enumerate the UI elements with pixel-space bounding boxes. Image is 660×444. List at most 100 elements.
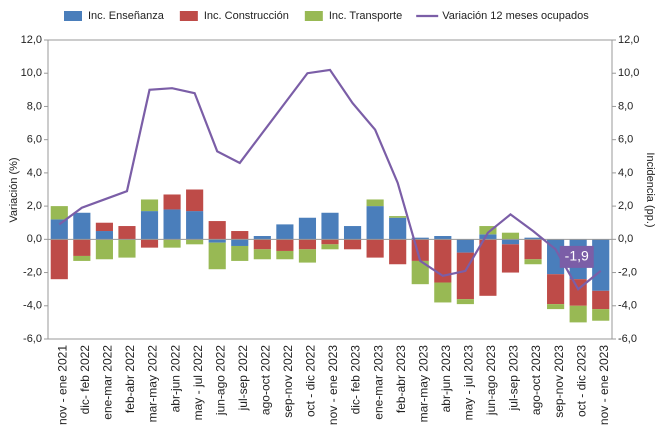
bar	[95, 239, 113, 260]
bar	[50, 219, 68, 240]
bar	[186, 239, 204, 245]
x-tick-label: feb-abr 2022	[123, 345, 137, 413]
bar	[547, 304, 565, 310]
x-tick-label: jul-sep 2022	[236, 345, 250, 412]
y-tick-label: 2,0	[27, 200, 42, 212]
legend-label: Inc. Transporte	[329, 10, 402, 22]
x-tick-label: ago-oct 2022	[258, 345, 272, 415]
bar	[343, 239, 362, 250]
y2-tick-label: 8,0	[618, 100, 633, 112]
legend-label: Inc. Enseñanza	[88, 10, 165, 22]
bar	[479, 234, 497, 240]
x-tick-label: jun-ago 2023	[484, 345, 498, 416]
plot-frame	[47, 39, 613, 340]
bar	[253, 236, 271, 240]
bar	[298, 239, 317, 250]
bar	[501, 239, 520, 245]
bar	[208, 221, 226, 240]
bar	[479, 239, 497, 296]
bar	[298, 217, 317, 240]
bar	[411, 237, 429, 240]
bar	[456, 299, 474, 305]
bar	[524, 239, 542, 260]
legend-swatch	[304, 11, 323, 21]
y-tick-label: -6,0	[23, 333, 42, 345]
y2-tick-label: 4,0	[618, 167, 633, 179]
bar	[434, 282, 452, 303]
bar	[231, 239, 249, 246]
bar	[186, 189, 204, 212]
bar	[501, 244, 520, 273]
bar	[276, 250, 294, 260]
y2-tick-label: 0,0	[618, 233, 633, 245]
bar	[163, 239, 181, 248]
y2-tick-label: 10,0	[618, 67, 639, 79]
x-tick-label: nov - ene 2023	[597, 345, 611, 425]
bar	[95, 231, 113, 240]
y2-tick-label: -2,0	[618, 266, 637, 278]
bar	[389, 239, 407, 265]
y-axis-label: Variación (%)	[8, 157, 20, 222]
bar	[253, 249, 271, 260]
bar	[366, 239, 384, 258]
y-tick-label: 0,0	[27, 233, 42, 245]
x-tick-label: oct - dic 2023	[574, 345, 588, 417]
value-label: -1,9	[565, 248, 589, 264]
bar	[118, 239, 136, 258]
bar	[186, 211, 204, 240]
legend-swatch	[179, 11, 198, 21]
bar	[50, 239, 68, 280]
x-tick-label: jul-sep 2023	[507, 345, 521, 412]
x-tick-label: ene-mar 2023	[371, 345, 385, 420]
x-tick-label: abr-jun 2023	[439, 345, 453, 413]
y-tick-label: 8,0	[27, 100, 42, 112]
y-tick-label: 10,0	[21, 67, 42, 79]
bar	[592, 290, 610, 310]
y2-axis-label: Incidencia (pp.)	[644, 152, 656, 227]
bar	[163, 209, 181, 240]
legend-swatch	[64, 11, 82, 21]
y2-tick-label: 2,0	[618, 200, 633, 212]
bar	[231, 245, 249, 261]
bar	[118, 226, 136, 240]
bar	[569, 305, 587, 323]
bar	[276, 224, 294, 240]
bar	[592, 239, 610, 291]
x-tick-label: oct - dic 2022	[304, 345, 318, 417]
bar	[411, 260, 429, 285]
bar	[343, 226, 362, 240]
bar	[547, 274, 565, 305]
x-tick-label: mar-may 2022	[146, 345, 160, 423]
bar	[50, 206, 68, 220]
bar	[95, 222, 113, 232]
bar	[298, 249, 317, 263]
bar	[253, 239, 271, 250]
x-tick-label: jun-ago 2022	[213, 345, 227, 416]
legend-label: Inc. Construcción	[204, 10, 289, 22]
bar	[524, 237, 542, 240]
x-tick-label: dic- feb 2022	[78, 345, 92, 415]
bar	[366, 206, 384, 240]
x-tick-label: sep-nov 2023	[552, 345, 566, 418]
x-tick-label: may - jul 2023	[462, 345, 476, 421]
bar	[366, 199, 384, 207]
bar	[140, 239, 159, 248]
x-tick-label: dic- feb 2023	[349, 345, 363, 415]
x-tick-label: nov - ene 2021	[55, 345, 69, 425]
bar	[434, 236, 452, 240]
bar	[73, 255, 91, 261]
y-tick-label: 4,0	[27, 167, 42, 179]
bar	[163, 194, 181, 210]
x-tick-label: may - jul 2022	[191, 345, 205, 421]
x-tick-label: sep-nov 2022	[281, 345, 295, 418]
bar	[276, 239, 294, 251]
x-tick-label: feb-abr 2023	[394, 345, 408, 413]
x-tick-label: ago-oct 2023	[529, 345, 543, 415]
x-tick-label: ene-mar 2022	[101, 345, 115, 420]
bar	[592, 309, 610, 321]
bar	[321, 212, 339, 240]
y2-tick-label: -4,0	[618, 300, 637, 312]
x-tick-label: nov - ene 2023	[326, 345, 340, 425]
y-tick-label: -4,0	[23, 300, 42, 312]
